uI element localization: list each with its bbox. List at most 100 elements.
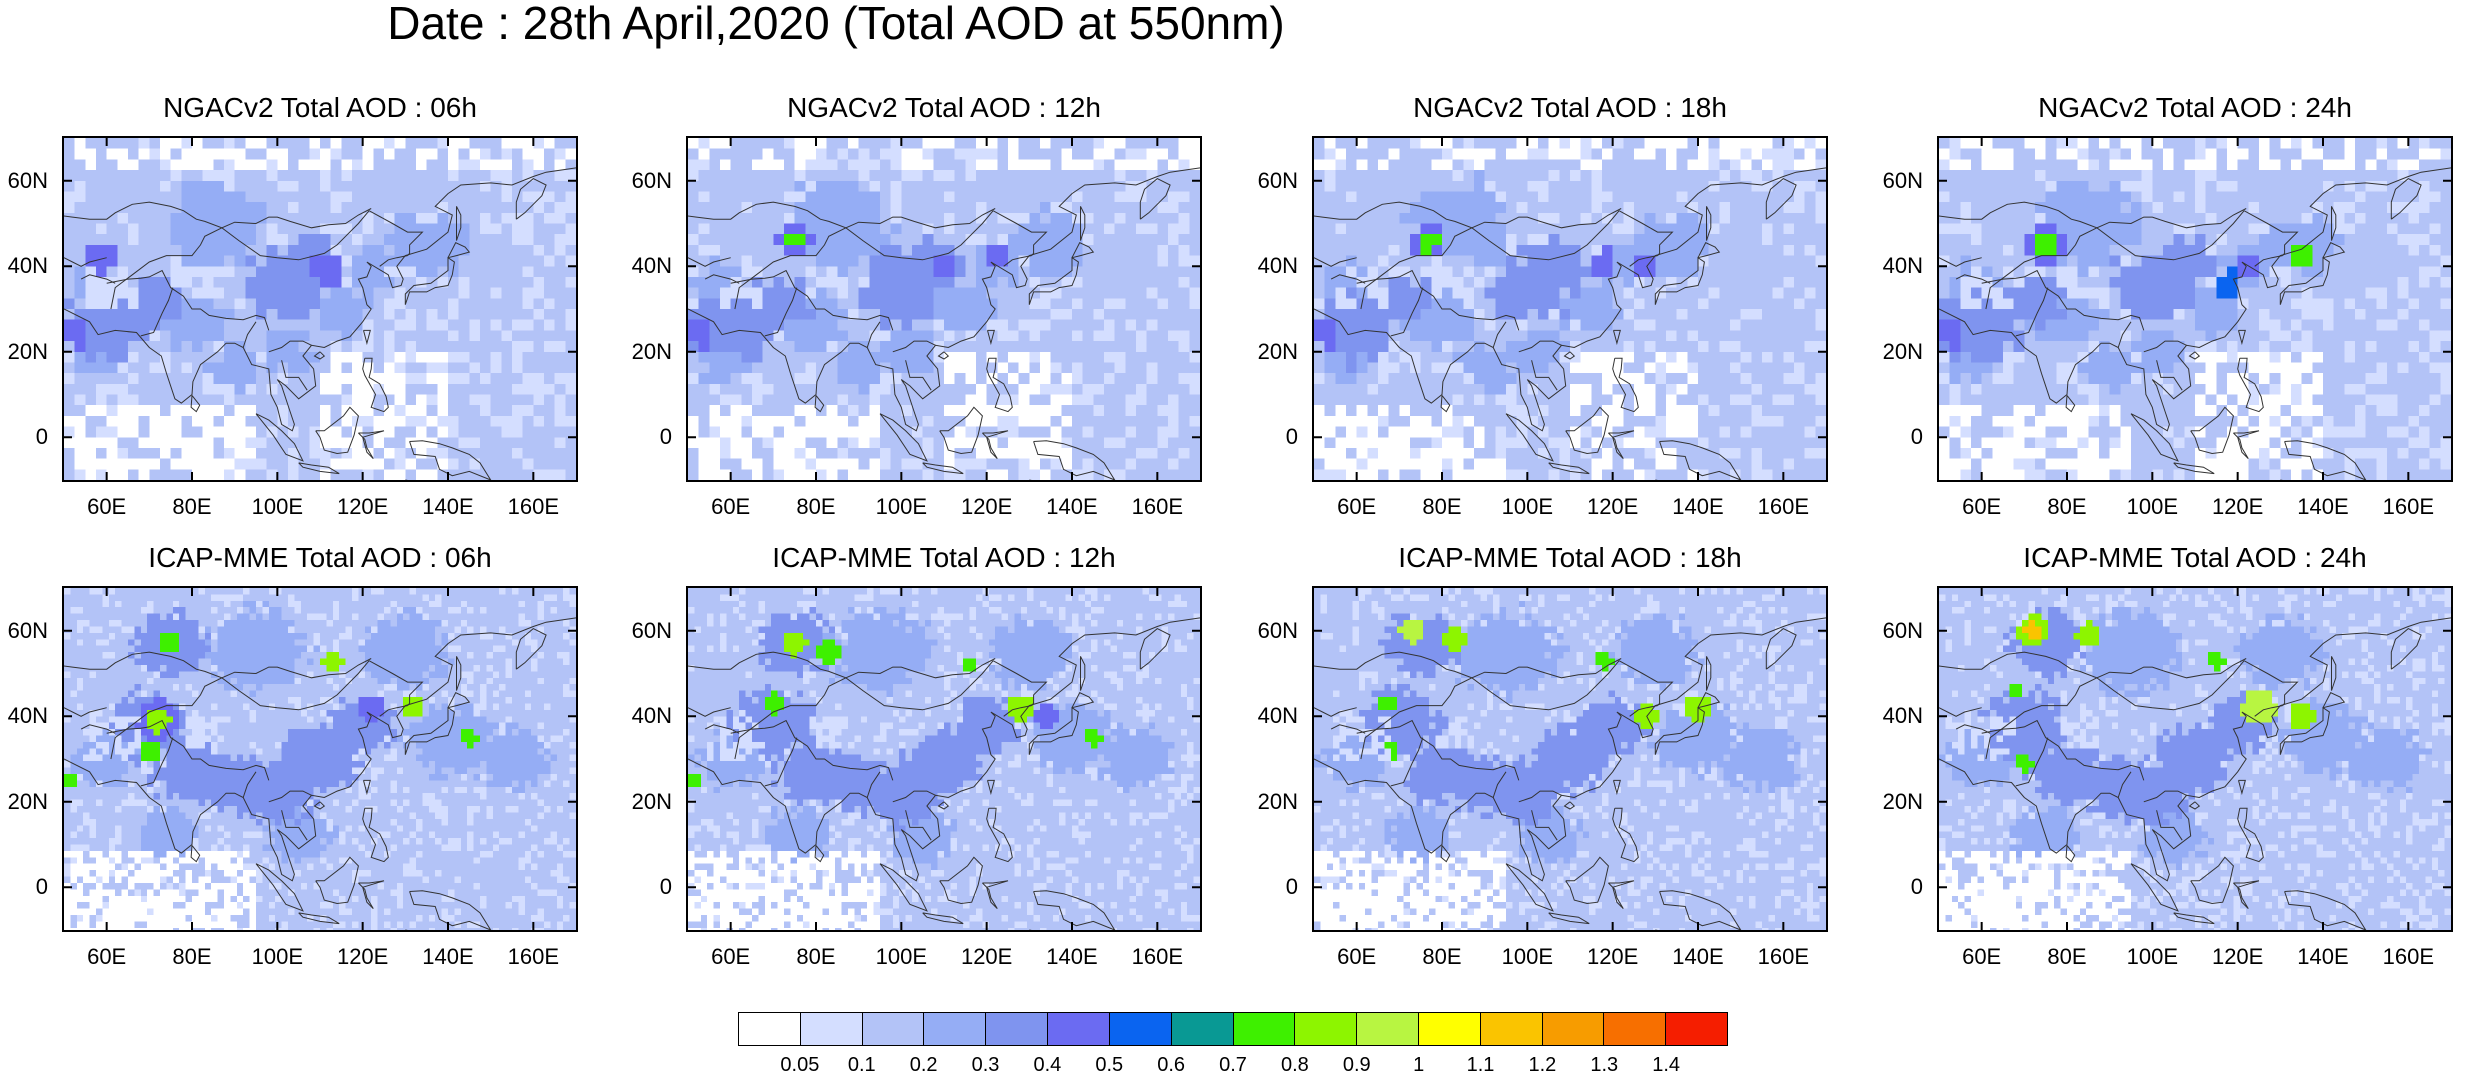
lon-tick-label: 60E xyxy=(67,494,147,520)
lat-tick-label: 60N xyxy=(616,618,672,644)
colorbar-swatch xyxy=(1110,1013,1172,1045)
lon-tick-label: 60E xyxy=(67,944,147,970)
colorbar-swatch xyxy=(1419,1013,1481,1045)
lon-tick-label: 60E xyxy=(1317,494,1397,520)
lon-tick-label: 60E xyxy=(691,494,771,520)
lat-tick-label: 60N xyxy=(0,618,48,644)
lon-tick-label: 60E xyxy=(1942,944,2022,970)
lat-tick-label: 0 xyxy=(1242,424,1298,450)
lat-tick-label: 60N xyxy=(1867,618,1923,644)
lon-tick-label: 60E xyxy=(1317,944,1397,970)
lon-tick-label: 120E xyxy=(323,494,403,520)
lon-tick-label: 100E xyxy=(2112,944,2192,970)
lon-tick-label: 160E xyxy=(2368,494,2448,520)
colorbar-swatch xyxy=(1295,1013,1357,1045)
aod-map-panel xyxy=(62,136,578,482)
colorbar-label: 0.5 xyxy=(1095,1054,1123,1077)
lat-tick-label: 0 xyxy=(1867,424,1923,450)
colorbar-swatch xyxy=(1172,1013,1234,1045)
colorbar-swatch xyxy=(986,1013,1048,1045)
colorbar-label: 0.3 xyxy=(972,1054,1000,1077)
lat-tick-label: 60N xyxy=(0,168,48,194)
colorbar-swatch xyxy=(1604,1013,1666,1045)
lon-tick-label: 120E xyxy=(1573,494,1653,520)
lon-tick-label: 120E xyxy=(947,944,1027,970)
lon-tick-label: 160E xyxy=(1743,944,1823,970)
aod-field-map xyxy=(64,138,576,480)
colorbar-swatch xyxy=(1666,1013,1727,1045)
lon-tick-label: 160E xyxy=(1743,494,1823,520)
lat-tick-label: 0 xyxy=(0,424,48,450)
lon-tick-label: 120E xyxy=(323,944,403,970)
lat-tick-label: 20N xyxy=(0,789,48,815)
lon-tick-label: 160E xyxy=(493,494,573,520)
figure-title: Date : 28th April,2020 (Total AOD at 550… xyxy=(0,0,1672,46)
lat-tick-label: 20N xyxy=(616,789,672,815)
lat-tick-label: 20N xyxy=(1242,789,1298,815)
lat-tick-label: 60N xyxy=(1242,618,1298,644)
lat-tick-label: 40N xyxy=(1867,253,1923,279)
colorbar-swatch xyxy=(739,1013,801,1045)
lon-tick-label: 140E xyxy=(2283,944,2363,970)
aod-map-panel xyxy=(686,136,1202,482)
lon-tick-label: 140E xyxy=(1032,494,1112,520)
lon-tick-label: 100E xyxy=(2112,494,2192,520)
lon-tick-label: 120E xyxy=(2198,944,2278,970)
lat-tick-label: 20N xyxy=(1867,339,1923,365)
aod-field-map xyxy=(1939,138,2451,480)
lon-tick-label: 80E xyxy=(152,494,232,520)
lon-tick-label: 160E xyxy=(493,944,573,970)
lon-tick-label: 140E xyxy=(1658,944,1738,970)
lon-tick-label: 140E xyxy=(1032,944,1112,970)
lat-tick-label: 40N xyxy=(0,703,48,729)
aod-field-map xyxy=(1314,138,1826,480)
lon-tick-label: 80E xyxy=(776,494,856,520)
lat-tick-label: 0 xyxy=(616,424,672,450)
aod-field-map xyxy=(688,138,1200,480)
lat-tick-label: 40N xyxy=(0,253,48,279)
lat-tick-label: 20N xyxy=(1867,789,1923,815)
aod-map-panel xyxy=(1312,586,1828,932)
panel-title: NGACv2 Total AOD : 18h xyxy=(1312,92,1828,124)
lon-tick-label: 100E xyxy=(1487,494,1567,520)
panel-title: NGACv2 Total AOD : 24h xyxy=(1937,92,2453,124)
lat-tick-label: 0 xyxy=(1242,874,1298,900)
lon-tick-label: 100E xyxy=(861,494,941,520)
colorbar-label: 0.9 xyxy=(1343,1054,1371,1077)
lat-tick-label: 60N xyxy=(1867,168,1923,194)
lat-tick-label: 40N xyxy=(1242,253,1298,279)
lat-tick-label: 20N xyxy=(616,339,672,365)
lon-tick-label: 160E xyxy=(2368,944,2448,970)
lat-tick-label: 0 xyxy=(1867,874,1923,900)
lat-tick-label: 20N xyxy=(0,339,48,365)
colorbar-swatch xyxy=(1481,1013,1543,1045)
colorbar-swatch xyxy=(924,1013,986,1045)
lat-tick-label: 40N xyxy=(616,703,672,729)
colorbar-label: 0.6 xyxy=(1157,1054,1185,1077)
lon-tick-label: 120E xyxy=(2198,494,2278,520)
colorbar-swatch xyxy=(1357,1013,1419,1045)
panel-title: ICAP-MME Total AOD : 12h xyxy=(686,542,1202,574)
aod-colorbar xyxy=(738,1012,1728,1046)
colorbar-swatch xyxy=(1234,1013,1296,1045)
lon-tick-label: 80E xyxy=(152,944,232,970)
lat-tick-label: 40N xyxy=(1867,703,1923,729)
lon-tick-label: 80E xyxy=(776,944,856,970)
aod-map-panel xyxy=(1937,136,2453,482)
lon-tick-label: 60E xyxy=(691,944,771,970)
aod-map-panel xyxy=(686,586,1202,932)
colorbar-label: 0.05 xyxy=(780,1054,819,1077)
lon-tick-label: 140E xyxy=(408,494,488,520)
colorbar-label: 1.3 xyxy=(1590,1054,1618,1077)
lon-tick-label: 80E xyxy=(1402,494,1482,520)
lon-tick-label: 100E xyxy=(237,944,317,970)
lon-tick-label: 60E xyxy=(1942,494,2022,520)
lon-tick-label: 80E xyxy=(2027,494,2107,520)
colorbar-label: 0.4 xyxy=(1033,1054,1061,1077)
colorbar-swatch xyxy=(863,1013,925,1045)
lat-tick-label: 40N xyxy=(616,253,672,279)
lon-tick-label: 100E xyxy=(1487,944,1567,970)
colorbar-label: 0.1 xyxy=(848,1054,876,1077)
colorbar-swatch xyxy=(1048,1013,1110,1045)
lon-tick-label: 140E xyxy=(408,944,488,970)
